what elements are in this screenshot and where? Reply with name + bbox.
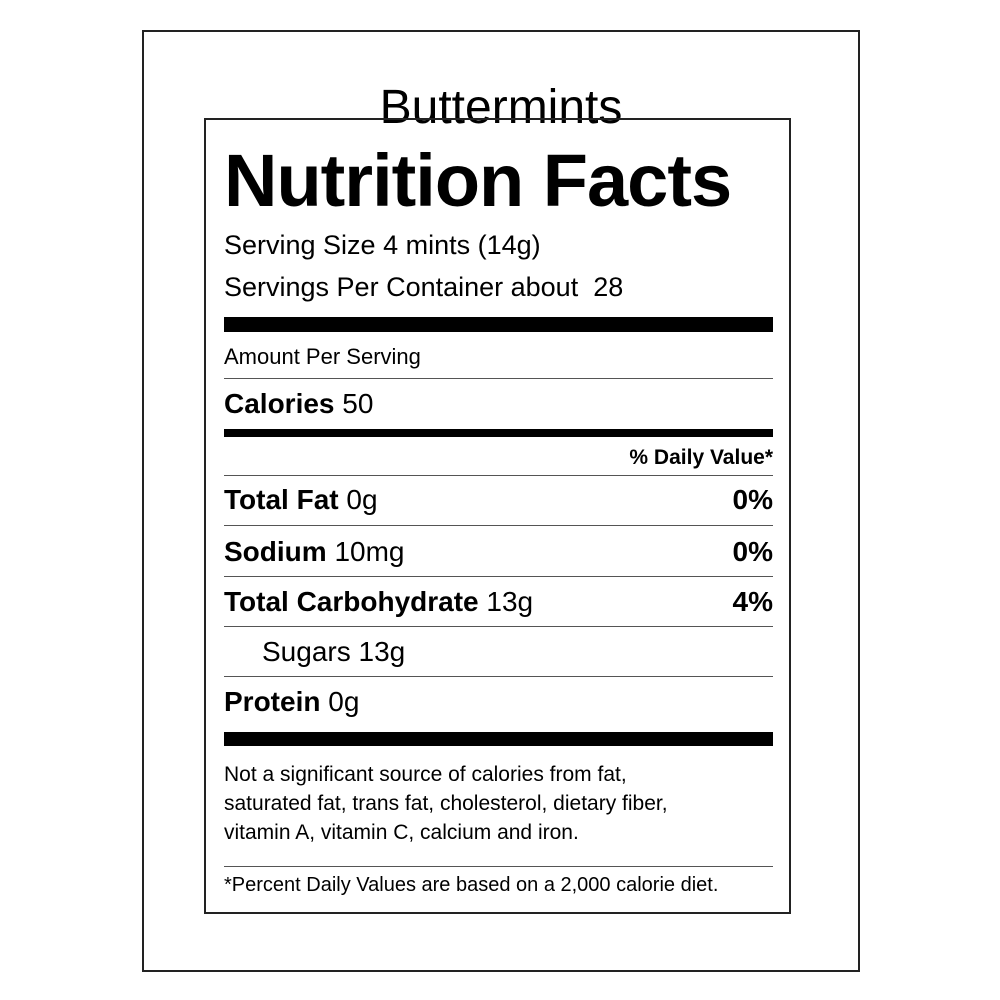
footnote: *Percent Daily Values are based on a 2,0… [224,874,719,896]
amount-per-serving: Amount Per Serving [224,344,421,369]
divider [224,866,773,867]
nutrient-label: Sugars [262,636,351,667]
nutrient-dv: 0% [732,536,773,567]
outer-frame: Buttermints [142,30,860,972]
nutrient-row: Sodium 10mg 0% [224,536,773,568]
nutrient-row: Sugars 13g [262,636,773,668]
divider [224,576,773,577]
thick-divider [224,732,773,746]
nutrient-amount: 0g [346,484,378,515]
note-line: vitamin A, vitamin C, calcium and iron. [224,821,579,844]
calories-label: Calories [224,388,335,419]
divider [224,676,773,677]
divider [224,475,773,476]
divider [224,525,773,526]
nutrient-amount: 0g [328,686,360,717]
nutrient-label: Total Fat [224,484,339,515]
nutrient-row: Protein 0g [224,686,773,718]
nutrient-label: Total Carbohydrate [224,586,479,617]
nutrient-row: Total Carbohydrate 13g 4% [224,586,773,618]
divider [224,378,773,379]
nutrient-amount: 13g [486,586,534,617]
calories-value: 50 [342,388,374,419]
nutrient-note: Not a significant source of calories fro… [224,760,773,847]
note-line: saturated fat, trans fat, cholesterol, d… [224,792,668,815]
nutrition-label: Nutrition Facts Serving Size 4 mints (14… [204,118,791,914]
divider [224,626,773,627]
nutrient-amount: 10mg [334,536,405,567]
product-title: Buttermints [379,81,623,134]
nutrient-amount: 13g [358,636,406,667]
thick-divider [224,317,773,332]
serving-size: Serving Size 4 mints (14g) [224,230,541,260]
nutrient-dv: 0% [732,484,773,515]
medium-divider [224,429,773,437]
daily-value-header: % Daily Value* [629,446,773,469]
nutrition-facts-heading: Nutrition Facts [224,139,732,222]
nutrient-label: Sodium [224,536,327,567]
nutrient-row: Total Fat 0g 0% [224,484,773,516]
nutrient-label: Protein [224,686,321,717]
nutrient-dv: 4% [732,586,773,617]
note-line: Not a significant source of calories fro… [224,763,627,786]
calories-row: Calories 50 [224,388,773,420]
servings-per-container: Servings Per Container about 28 [224,272,624,302]
